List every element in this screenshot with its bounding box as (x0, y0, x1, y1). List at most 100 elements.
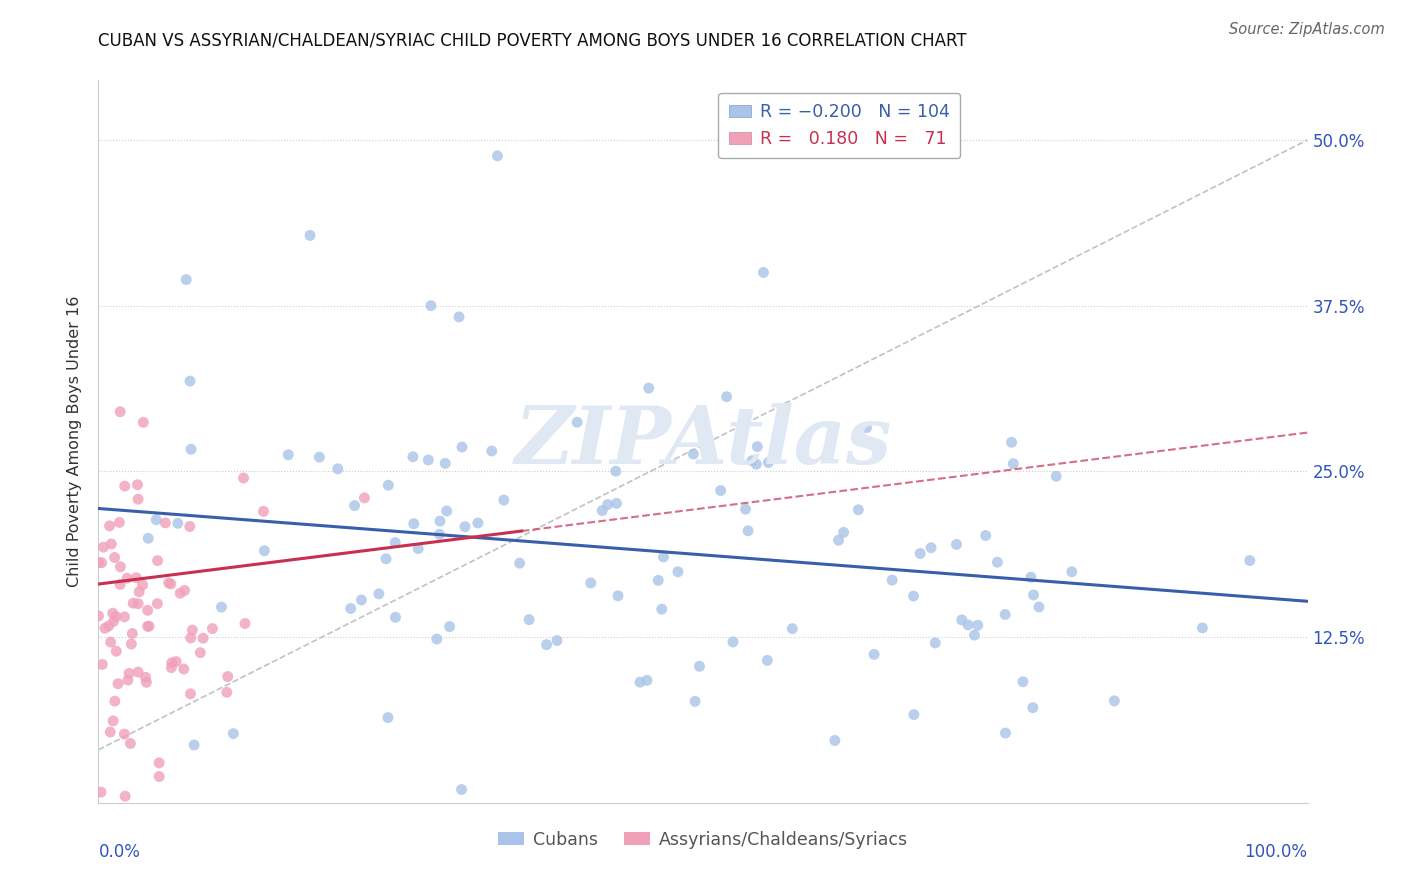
Point (384, 610, 406, 624)
Point (434, 456, 457, 470)
Point (536, 638, 558, 652)
Point (343, 499, 366, 513)
Point (637, 381, 659, 395)
Point (132, 415, 155, 429)
Point (209, 600, 232, 615)
Point (1028, 600, 1050, 615)
Point (994, 607, 1017, 622)
Point (155, 516, 177, 530)
Point (1012, 674, 1035, 689)
Point (101, 714, 124, 728)
Point (752, 266, 775, 280)
Point (950, 613, 973, 627)
Point (253, 543, 276, 558)
Point (114, 610, 136, 624)
Point (756, 455, 779, 469)
Point (716, 390, 738, 404)
Text: 100.0%: 100.0% (1244, 843, 1308, 861)
Point (114, 479, 136, 493)
Point (546, 633, 568, 648)
Point (120, 637, 142, 651)
Point (136, 532, 159, 546)
Point (160, 577, 183, 591)
Point (93, 540, 115, 554)
Point (233, 616, 256, 631)
Text: Source: ZipAtlas.com: Source: ZipAtlas.com (1229, 22, 1385, 37)
Point (101, 606, 124, 620)
Point (607, 589, 630, 603)
Point (173, 583, 195, 598)
Point (1104, 694, 1126, 708)
Point (450, 782, 472, 797)
Point (402, 450, 425, 464)
Point (1000, 435, 1022, 450)
Point (108, 516, 131, 530)
Point (745, 457, 768, 471)
Point (127, 492, 149, 507)
Point (683, 694, 706, 708)
Point (855, 420, 877, 434)
Point (127, 597, 149, 611)
Point (1022, 588, 1045, 602)
Point (173, 662, 195, 676)
Point (486, 149, 509, 163)
Point (1022, 700, 1045, 714)
Point (87, 556, 110, 570)
Point (418, 453, 440, 467)
Point (169, 586, 191, 600)
Point (605, 496, 627, 510)
Point (120, 736, 142, 750)
Point (451, 440, 474, 454)
Point (903, 589, 925, 603)
Point (179, 519, 201, 533)
Point (122, 596, 145, 610)
Point (108, 577, 131, 591)
Point (652, 549, 675, 564)
Point (148, 756, 170, 770)
Point (966, 618, 988, 632)
Point (138, 619, 160, 633)
Point (710, 483, 733, 498)
Point (402, 516, 425, 531)
Text: ZIPAtlas: ZIPAtlas (515, 403, 891, 480)
Point (121, 626, 143, 640)
Point (299, 228, 322, 243)
Point (454, 520, 477, 534)
Point (565, 415, 588, 429)
Point (222, 726, 245, 740)
Point (127, 665, 149, 679)
Point (148, 770, 170, 784)
Point (183, 738, 205, 752)
Point (666, 565, 689, 579)
Point (994, 726, 1017, 740)
Point (636, 673, 658, 688)
Point (747, 440, 769, 454)
Point (721, 635, 744, 649)
Point (963, 628, 986, 642)
Point (908, 547, 931, 561)
Point (367, 587, 389, 601)
Legend: Cubans, Assyrians/Chaldeans/Syriacs: Cubans, Assyrians/Chaldeans/Syriacs (491, 823, 915, 855)
Point (1045, 469, 1067, 483)
Point (125, 571, 148, 585)
Point (436, 504, 458, 518)
Point (882, 573, 904, 587)
Point (110, 559, 132, 574)
Point (114, 789, 136, 804)
Point (97, 619, 120, 633)
Point (827, 533, 849, 548)
Point (596, 498, 619, 512)
Point (375, 551, 398, 566)
Point (689, 659, 711, 673)
Point (492, 493, 515, 508)
Point (308, 450, 330, 465)
Point (146, 554, 169, 568)
Point (131, 578, 153, 592)
Point (350, 593, 373, 607)
Point (180, 631, 202, 645)
Point (136, 603, 159, 617)
Point (174, 272, 197, 286)
Point (157, 575, 180, 590)
Text: 0.0%: 0.0% (98, 843, 141, 861)
Point (146, 597, 169, 611)
